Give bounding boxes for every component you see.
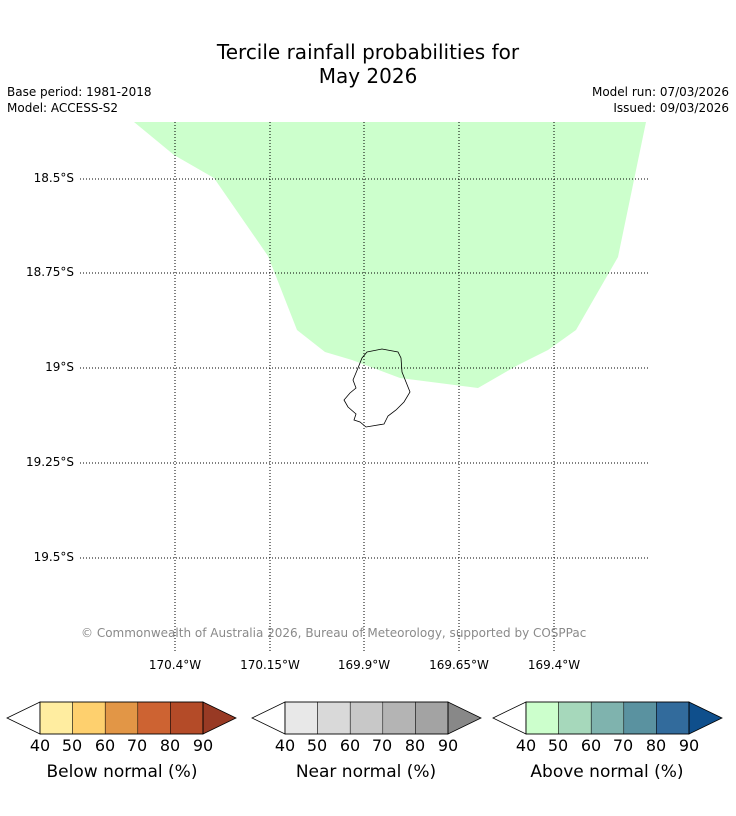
legend-extend-high [688,701,723,735]
legend-color-box [284,701,318,735]
meta-left: Base period: 1981-2018 Model: ACCESS-S2 [7,84,152,116]
legend-color-box [558,701,592,735]
legend-tick: 50 [547,736,569,755]
legend-tick: 70 [371,736,393,755]
legend-tick: 60 [580,736,602,755]
legend-tick: 50 [61,736,83,755]
legend-colorbar-above-normal [492,701,723,735]
legend-tick: 40 [29,736,51,755]
latitude-gridlines [80,178,650,559]
map-title-line1: Tercile rainfall probabilities for [216,40,520,64]
legend-tick: 40 [274,736,296,755]
legend-color-box [72,701,106,735]
legend-tick: 70 [126,736,148,755]
legend-tick: 70 [612,736,634,755]
legend-tick: 90 [192,736,214,755]
legend-tick: 80 [159,736,181,755]
lat-label-19: 19°S [45,360,74,374]
model-run-text: Model run: 07/03/2026 [591,85,729,99]
legend-tick: 40 [515,736,537,755]
issued-text: Issued: 09/03/2026 [613,101,729,115]
legend-tick: 80 [404,736,426,755]
legend-color-box [39,701,73,735]
lon-label-170-15: 170.15°W [240,658,300,672]
legend-color-box [656,701,690,735]
legend-title-above-normal: Above normal (%) [530,762,684,782]
legend-color-box [415,701,449,735]
legend-tick: 90 [678,736,700,755]
lat-label-19-5: 19.5°S [33,550,74,564]
legend-color-box [104,701,139,735]
legend-color-box [525,701,559,735]
map-title-line2: May 2026 [318,64,418,88]
lon-label-169-9: 169.9°W [337,658,391,672]
legend-tick: 50 [306,736,328,755]
lat-label-18-5: 18.5°S [33,171,74,185]
legend-outline [284,701,449,735]
legend-color-box [623,701,657,735]
legend-title-below-normal: Below normal (%) [46,762,198,782]
lon-label-169-65: 169.65°W [429,658,489,672]
lat-label-18-75: 18.75°S [26,265,74,279]
legend-extend-low [492,701,527,735]
legend-color-box [382,701,416,735]
legend-outline [39,701,204,735]
legend-color-box [590,701,625,735]
copyright-notice: © Commonwealth of Australia 2026, Bureau… [81,626,587,640]
legend-tick: 60 [94,736,116,755]
legend-outline [525,701,690,735]
lon-label-170-4: 170.4°W [148,658,202,672]
legend-extend-high [447,701,482,735]
lat-label-19-25: 19.25°S [26,455,74,469]
legend-color-box [317,701,351,735]
island-coastline [343,348,411,428]
legend-title-near-normal: Near normal (%) [295,762,437,782]
legend-tick: 60 [339,736,361,755]
legend-color-box [137,701,171,735]
meta-right: Model run: 07/03/2026 Issued: 09/03/2026 [592,84,729,116]
legend-tick: 90 [437,736,459,755]
legend-colorbar-below-normal [6,701,237,735]
model-text: Model: ACCESS-S2 [7,101,119,115]
legend-extend-low [6,701,41,735]
legend-color-box [170,701,204,735]
base-period-text: Base period: 1981-2018 [7,85,152,99]
legend-extend-low [251,701,286,735]
probability-region [134,122,646,388]
legend-colorbar-near-normal [251,701,482,735]
legend-color-box [349,701,384,735]
legend-tick: 80 [645,736,667,755]
legend-extend-high [202,701,237,735]
lon-label-169-4: 169.4°W [527,658,581,672]
